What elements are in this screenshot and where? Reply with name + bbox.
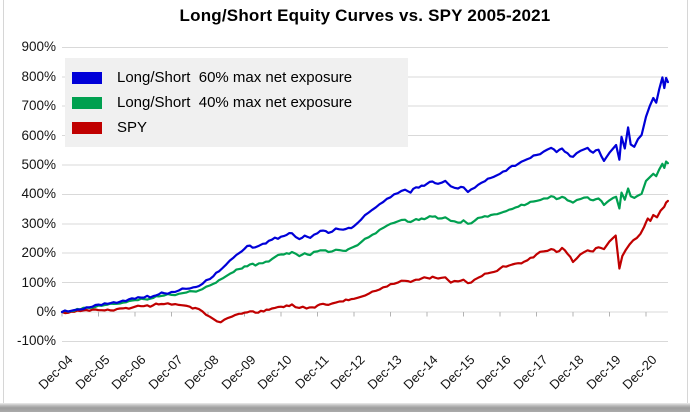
legend-item-longshort-40: Long/Short 40% max net exposure — [72, 94, 408, 111]
y-tick-label: 800% — [21, 68, 56, 84]
legend-label: Long/Short 40% max net exposure — [117, 94, 353, 111]
y-tick-label: 400% — [21, 186, 56, 202]
y-tick-label: 100% — [21, 274, 56, 290]
y-tick-label: -100% — [16, 333, 56, 349]
series-line-longshort-40 — [60, 160, 669, 314]
series-line-spy — [60, 199, 669, 324]
legend-item-spy: SPY — [72, 119, 408, 136]
legend-item-longshort-60: Long/Short 60% max net exposure — [72, 69, 408, 86]
y-tick-label: 600% — [21, 127, 56, 143]
y-tick-label: 200% — [21, 245, 56, 261]
y-tick-label: 300% — [21, 215, 56, 231]
series-swatch-red — [72, 121, 102, 134]
legend: Long/Short 60% max net exposure Long/Sho… — [65, 58, 408, 147]
window-bottom-edge — [0, 403, 690, 412]
y-tick-label: 900% — [21, 39, 56, 55]
series-swatch-blue — [72, 71, 102, 84]
series-swatch-green — [72, 96, 102, 109]
window-left-border — [3, 0, 4, 403]
y-tick-label: 500% — [21, 157, 56, 172]
legend-label: SPY — [117, 119, 148, 136]
window-right-border — [687, 0, 688, 403]
y-tick-label: 0% — [36, 304, 56, 319]
chart-title: Long/Short Equity Curves vs. SPY 2005-20… — [179, 6, 551, 25]
series-line-longshort-60 — [60, 76, 669, 314]
legend-label: Long/Short 60% max net exposure — [117, 69, 353, 86]
y-tick-label: 700% — [21, 98, 56, 114]
